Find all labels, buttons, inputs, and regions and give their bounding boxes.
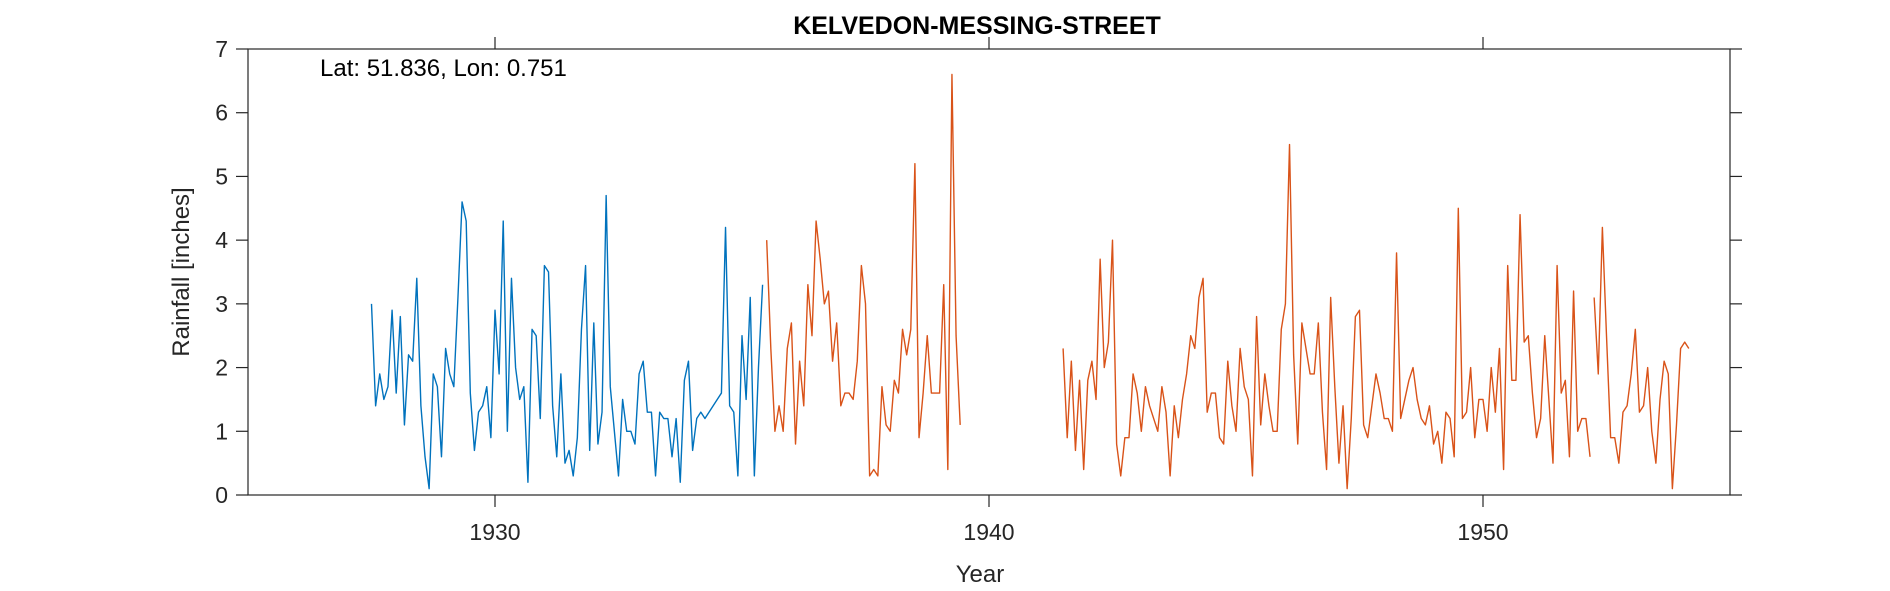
- y-tick-label: 3: [215, 291, 228, 317]
- x-tick-label: 1930: [469, 519, 520, 545]
- y-tick-label: 1: [215, 418, 228, 444]
- x-axis-label: Year: [956, 561, 1005, 588]
- axis-ticks: 1930 1940 1950 0 1 2 3 4 5 6 7: [215, 36, 1742, 545]
- series-2-line-segment-1: [766, 73, 961, 477]
- y-tick-label: 2: [215, 355, 228, 381]
- series-group: [370, 73, 1690, 490]
- y-tick-label: 5: [215, 163, 228, 189]
- y-tick-label: 4: [215, 227, 228, 253]
- chart-title: KELVEDON-MESSING-STREET: [793, 12, 1161, 40]
- location-annotation: Lat: 51.836, Lon: 0.751: [320, 55, 567, 82]
- y-axis-label: Rainfall [inches]: [168, 187, 195, 356]
- y-tick-label: 6: [215, 100, 228, 126]
- series-2-line-segment-3: [1593, 226, 1690, 490]
- series-2-line-segment-2: [1062, 143, 1591, 490]
- y-tick-label: 0: [215, 482, 228, 508]
- y-tick-label: 7: [215, 36, 228, 62]
- x-tick-label: 1940: [963, 519, 1014, 545]
- series-1-line-segment-1: [370, 194, 764, 490]
- x-tick-label: 1950: [1457, 519, 1508, 545]
